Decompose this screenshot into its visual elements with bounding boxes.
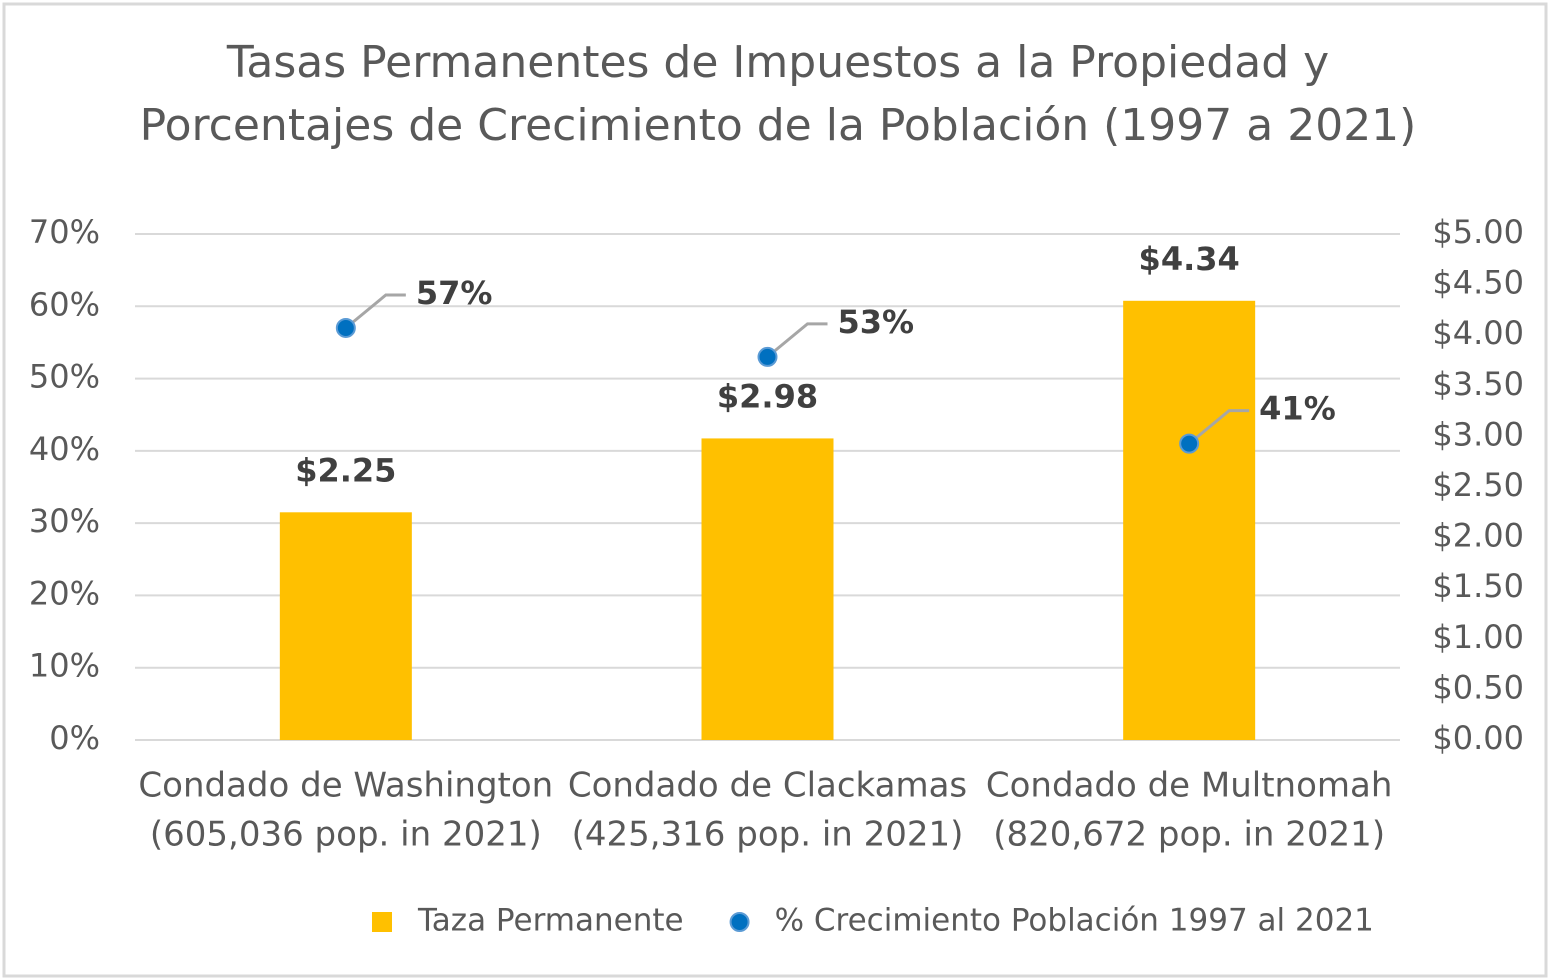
leader-line	[766, 322, 828, 359]
data-label: $2.25	[295, 451, 396, 489]
data-label: 53%	[838, 303, 915, 341]
x-tick-label: (425,316 pop. in 2021)	[572, 815, 964, 855]
y-tick-label: 60%	[29, 285, 100, 323]
data-label: 41%	[1259, 390, 1336, 428]
data-label: 57%	[416, 274, 493, 312]
y2-tick-label: $1.50	[1432, 567, 1524, 605]
y-tick-label: 50%	[29, 358, 100, 396]
y2-tick-label: $3.50	[1432, 365, 1524, 403]
y2-tick-label: $5.00	[1432, 213, 1524, 251]
point	[1179, 433, 1200, 454]
legend-label: Taza Permanente	[417, 903, 684, 939]
point	[757, 346, 778, 367]
legend-swatch	[372, 912, 392, 932]
y-tick-label: 30%	[29, 502, 100, 540]
y-tick-label: 40%	[29, 430, 100, 468]
bar	[701, 438, 834, 740]
y-tick-label: 20%	[29, 574, 100, 612]
bar	[279, 512, 412, 740]
y2-tick-label: $3.00	[1432, 415, 1524, 453]
x-tick-label: (820,672 pop. in 2021)	[993, 815, 1385, 855]
y2-tick-label: $1.00	[1432, 618, 1524, 656]
point	[335, 317, 356, 338]
x-tick-label: Condado de Multnomah	[986, 766, 1393, 806]
y2-tick-label: $2.00	[1432, 517, 1524, 555]
y2-tick-label: $4.00	[1432, 314, 1524, 352]
y2-tick-label: $2.50	[1432, 466, 1524, 504]
leader-line	[1188, 409, 1250, 445]
bar	[1123, 300, 1256, 740]
data-label: $4.34	[1139, 240, 1240, 278]
chart-title: Tasas Permanentes de Impuestos a la Prop…	[226, 37, 1329, 88]
y-tick-label: 10%	[29, 647, 100, 685]
legend-swatch	[729, 912, 750, 932]
data-label: $2.98	[717, 377, 818, 415]
y-tick-label: 0%	[49, 719, 100, 757]
legend-label: % Crecimiento Población 1997 al 2021	[775, 903, 1374, 939]
x-tick-label: Condado de Washington	[138, 766, 553, 806]
y2-tick-label: $4.50	[1432, 264, 1524, 302]
x-tick-label: (605,036 pop. in 2021)	[150, 815, 542, 855]
y2-tick-label: $0.50	[1432, 668, 1524, 706]
chart-title: Porcentajes de Crecimiento de la Poblaci…	[140, 100, 1417, 151]
y-tick-label: 70%	[29, 213, 100, 251]
y2-tick-label: $0.00	[1432, 719, 1524, 757]
x-tick-label: Condado de Clackamas	[568, 766, 967, 806]
leader-line	[344, 293, 406, 330]
